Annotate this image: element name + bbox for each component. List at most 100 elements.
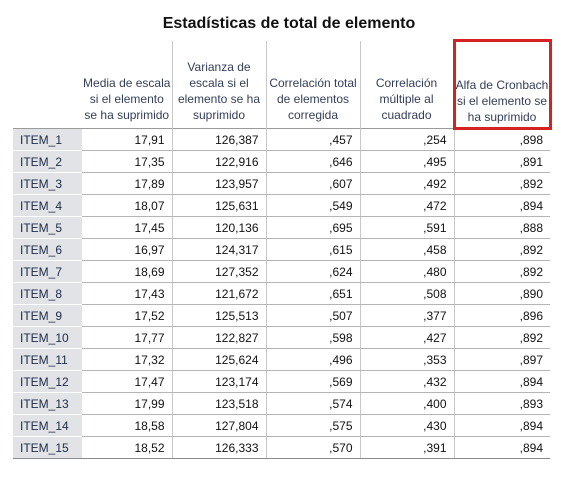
table-row: ITEM_1 17,91 126,387,457,254,898 <box>13 128 550 151</box>
table-cell: ,894 <box>453 194 550 217</box>
row-label: ITEM_5 <box>13 216 82 239</box>
table-cell: 17,52 <box>82 304 172 327</box>
table-row: ITEM_2 17,35 122,916,646,495,891 <box>13 150 550 173</box>
table-cell: ,508 <box>359 282 454 305</box>
table-cell: ,458 <box>359 238 454 261</box>
row-label: ITEM_1 <box>13 128 82 151</box>
table-row: ITEM_6 16,97 124,317,615,458,892 <box>13 238 550 261</box>
table-body: ITEM_1 17,91 126,387,457,254,898 ITEM_2 17,3… <box>13 128 550 459</box>
table-cell: ,624 <box>265 260 360 283</box>
row-label: ITEM_9 <box>13 304 82 327</box>
table-cell: ,430 <box>359 414 454 437</box>
column-header: Varianza de escala si el elemento se ha … <box>171 40 266 129</box>
table-cell: 123,518 <box>171 392 266 415</box>
table-cell: ,896 <box>453 304 550 327</box>
table-cell: 18,69 <box>82 260 172 283</box>
table-row: ITEM_12 17,47 123,174,569,432,894 <box>13 370 550 393</box>
table-cell: ,574 <box>265 392 360 415</box>
table-cell: 126,333 <box>171 436 266 459</box>
table-cell: ,472 <box>359 194 454 217</box>
table-cell: 17,77 <box>82 326 172 349</box>
table-cell: ,651 <box>265 282 360 305</box>
table-cell: 17,32 <box>82 348 172 371</box>
table-row: ITEM_15 18,52 126,333,570,391,894 <box>13 436 550 459</box>
row-label: ITEM_13 <box>13 392 82 415</box>
table-cell: 17,99 <box>82 392 172 415</box>
table-cell: ,607 <box>265 172 360 195</box>
table-cell: 123,957 <box>171 172 266 195</box>
table-cell: ,391 <box>359 436 454 459</box>
table-title: Estadísticas de total de elemento <box>162 15 416 32</box>
table-cell: ,894 <box>453 414 550 437</box>
table-cell: 17,45 <box>82 216 172 239</box>
table-cell: ,254 <box>359 128 454 151</box>
table-cell: 122,827 <box>171 326 266 349</box>
table-cell: ,496 <box>265 348 360 371</box>
table-cell: ,492 <box>359 172 454 195</box>
row-label: ITEM_14 <box>13 414 82 437</box>
table-cell: ,549 <box>265 194 360 217</box>
table-cell: ,893 <box>453 392 550 415</box>
column-header: Media de escala si el elemento se ha sup… <box>83 76 171 122</box>
table-row: ITEM_13 17,99 123,518,574,400,893 <box>13 392 550 415</box>
table-cell: ,892 <box>453 238 550 261</box>
row-label: ITEM_15 <box>13 436 82 459</box>
table-cell: 16,97 <box>82 238 172 261</box>
table-cell: ,569 <box>265 370 360 393</box>
header-row: Media de escala si el elemento se ha sup… <box>13 39 552 130</box>
table-cell: 18,58 <box>82 414 172 437</box>
table-row: ITEM_5 17,45 120,136,695,591,888 <box>13 216 550 239</box>
table-cell: ,457 <box>265 128 360 151</box>
row-label: ITEM_10 <box>13 326 82 349</box>
column-header: Correlación total de elementos corregida <box>265 40 360 129</box>
table-row: ITEM_7 18,69 127,352,624,480,892 <box>13 260 550 283</box>
table-cell: ,353 <box>359 348 454 371</box>
table-cell: ,695 <box>265 216 360 239</box>
table-cell: 17,47 <box>82 370 172 393</box>
table-cell: ,897 <box>453 348 550 371</box>
row-label: ITEM_11 <box>13 348 82 371</box>
table-row: ITEM_11 17,32 125,624,496,353,897 <box>13 348 550 371</box>
table-cell: ,432 <box>359 370 454 393</box>
table-cell: ,646 <box>265 150 360 173</box>
item-total-statistics-table: Media de escala si el elemento se ha sup… <box>13 39 552 459</box>
table-cell: ,427 <box>359 326 454 349</box>
row-label: ITEM_8 <box>13 282 82 305</box>
table-cell: 125,513 <box>171 304 266 327</box>
table-cell: ,894 <box>453 370 550 393</box>
header-stub <box>13 41 82 129</box>
table-cell: ,891 <box>453 150 550 173</box>
row-label: ITEM_2 <box>13 150 82 173</box>
row-label: ITEM_3 <box>13 172 82 195</box>
table-cell: 120,136 <box>171 216 266 239</box>
table-cell: ,507 <box>265 304 360 327</box>
table-cell: ,898 <box>453 128 550 151</box>
table-cell: 126,387 <box>171 128 266 151</box>
column-header: Correlación múltiple al cuadrado <box>359 40 454 129</box>
table-cell: ,894 <box>453 436 550 459</box>
table-cell: 125,624 <box>171 348 266 371</box>
table-cell: 127,352 <box>171 260 266 283</box>
table-cell: 122,916 <box>171 150 266 173</box>
table-cell: ,892 <box>453 326 550 349</box>
row-label: ITEM_12 <box>13 370 82 393</box>
table-cell: ,480 <box>359 260 454 283</box>
table-cell: 121,672 <box>171 282 266 305</box>
table-cell: 124,317 <box>171 238 266 261</box>
table-cell: 18,07 <box>82 194 172 217</box>
table-cell: ,890 <box>453 282 550 305</box>
table-row: ITEM_14 18,58 127,804,575,430,894 <box>13 414 550 437</box>
table-row: ITEM_10 17,77 122,827,598,427,892 <box>13 326 550 349</box>
row-label: ITEM_7 <box>13 260 82 283</box>
table-row: ITEM_9 17,52 125,513,507,377,896 <box>13 304 550 327</box>
table-cell: 125,631 <box>171 194 266 217</box>
table-cell: 123,174 <box>171 370 266 393</box>
table-row: ITEM_4 18,07 125,631,549,472,894 <box>13 194 550 217</box>
table-cell: ,575 <box>265 414 360 437</box>
table-cell: 17,91 <box>82 128 172 151</box>
table-cell: 18,52 <box>82 436 172 459</box>
row-label: ITEM_4 <box>13 194 82 217</box>
table-cell: ,598 <box>265 326 360 349</box>
table-cell: ,892 <box>453 260 550 283</box>
table-cell: 17,89 <box>82 172 172 195</box>
